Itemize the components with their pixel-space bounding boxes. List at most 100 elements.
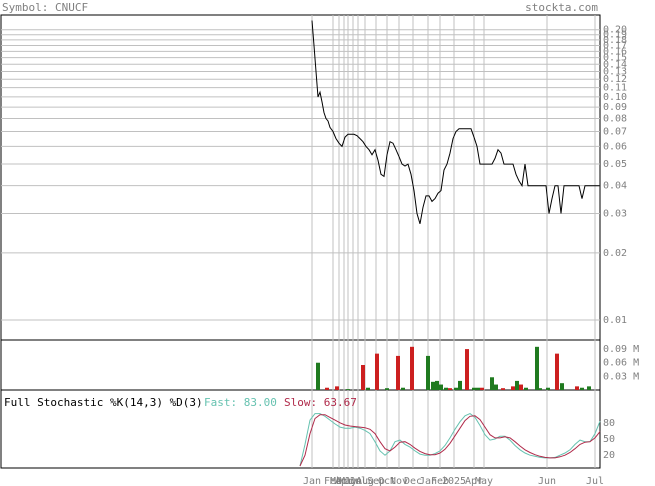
price-y-tick: 0.08 (603, 114, 627, 125)
volume-bar (366, 387, 370, 390)
x-tick: 2025 (442, 476, 466, 486)
x-tick: Feb (431, 476, 449, 486)
x-tick: Jul (349, 476, 367, 486)
volume-y-tick: 0.03 M (603, 371, 639, 382)
site-label[interactable]: stockta.com (525, 1, 598, 14)
x-tick: Nov (390, 476, 408, 486)
x-tick: Jul (586, 476, 604, 486)
volume-bar (410, 346, 414, 390)
volume-bar (535, 346, 539, 390)
stochastic-title: Full Stochastic %K(14,3) %D(3) (4, 396, 203, 409)
price-y-tick: 0.13 (603, 66, 627, 77)
volume-bar (325, 387, 329, 390)
slow-label: Slow: 63.67 (284, 396, 357, 409)
volume-bar (465, 349, 469, 390)
volume-bar (472, 387, 476, 390)
x-tick: Dec (404, 476, 422, 486)
x-tick: Jan (419, 476, 437, 486)
volume-bar (587, 386, 591, 390)
volume-bar (575, 386, 579, 390)
price-y-tick: 0.18 (603, 35, 627, 46)
month-gridlines (311, 15, 596, 468)
x-tick: Apr (465, 476, 483, 486)
volume-bar (476, 387, 480, 390)
x-tick: Jun (344, 476, 362, 486)
volume-bar (426, 355, 430, 390)
price-y-tick: 0.04 (603, 181, 627, 192)
volume-bar (346, 389, 350, 390)
price-gridlines (1, 29, 600, 321)
fast-label: Fast: 83.00 (204, 396, 277, 409)
volume-bars (316, 346, 591, 390)
price-y-tick: 0.10 (603, 92, 627, 103)
x-tick: Oct (378, 476, 396, 486)
x-tick: Apr (335, 476, 353, 486)
volume-bar (511, 386, 515, 390)
volume-bar (480, 387, 484, 390)
price-y-tick-labels: 0.200.190.180.170.160.150.140.130.120.11… (603, 25, 627, 326)
x-tick: May (475, 476, 493, 486)
price-y-tick: 0.20 (603, 25, 627, 36)
price-y-tick: 0.05 (603, 159, 627, 170)
volume-bar (515, 380, 519, 390)
stochastic-panel-frame (0, 389, 601, 469)
volume-y-tick: 0.06 M (603, 358, 639, 369)
volume-bar (375, 353, 379, 390)
volume-bar (555, 353, 559, 390)
price-y-tick: 0.17 (603, 40, 627, 51)
price-y-tick: 0.02 (603, 248, 627, 259)
x-tick: Aug (356, 476, 374, 486)
volume-bar (361, 365, 365, 390)
volume-bar (448, 388, 452, 390)
volume-bar (458, 380, 462, 390)
stochastic-y-tick: 20 (603, 450, 615, 461)
price-panel-frame (0, 14, 601, 341)
volume-y-tick-labels: 0.09 M 0.06 M 0.03 M (603, 344, 639, 382)
volume-bar (316, 362, 320, 390)
price-y-tick: 0.19 (603, 30, 627, 41)
price-y-tick: 0.09 (603, 102, 627, 113)
x-tick: Jun (538, 476, 556, 486)
price-y-tick: 0.16 (603, 46, 627, 57)
price-y-tick: 0.06 (603, 141, 627, 152)
x-tick: Feb (324, 476, 342, 486)
volume-bar (519, 384, 523, 390)
price-y-tick: 0.01 (603, 315, 627, 326)
volume-bar (431, 381, 435, 390)
stochastic-series (299, 413, 601, 467)
volume-bar (396, 355, 400, 390)
stochastic-line-slow (299, 414, 601, 467)
volume-bar (444, 387, 448, 390)
price-series (311, 20, 600, 224)
x-tick: Mar (330, 476, 348, 486)
symbol-label: Symbol: CNUCF (2, 1, 88, 14)
volume-bar (560, 383, 564, 390)
volume-bar (454, 387, 458, 390)
x-tick: Jan (303, 476, 321, 486)
volume-bar (524, 387, 528, 390)
volume-bar (580, 387, 584, 390)
price-y-tick: 0.11 (603, 83, 627, 94)
stochastic-y-tick-labels: 80 50 20 (603, 418, 615, 461)
price-y-tick: 0.15 (603, 53, 627, 64)
x-tick: Sep (367, 476, 385, 486)
x-tick: May (339, 476, 357, 486)
price-y-tick: 0.03 (603, 209, 627, 220)
volume-bar (538, 388, 542, 390)
volume-bar (385, 388, 389, 390)
volume-bar (546, 387, 550, 390)
volume-bar (335, 386, 339, 390)
price-y-tick: 0.14 (603, 59, 627, 70)
volume-y-tick: 0.09 M (603, 344, 639, 355)
price-y-tick: 0.12 (603, 74, 627, 85)
stochastic-y-tick: 80 (603, 418, 615, 429)
volume-bar (490, 377, 494, 390)
volume-bar (401, 387, 405, 390)
price-y-tick: 0.07 (603, 126, 627, 137)
volume-bar (435, 380, 439, 390)
volume-panel-frame (0, 339, 601, 391)
x-tick-labels: Jan FebMarAprMayJunJulAugSepOctNovDecJanF… (303, 476, 604, 486)
volume-bar (439, 384, 443, 390)
stochastic-y-tick: 50 (603, 434, 615, 445)
